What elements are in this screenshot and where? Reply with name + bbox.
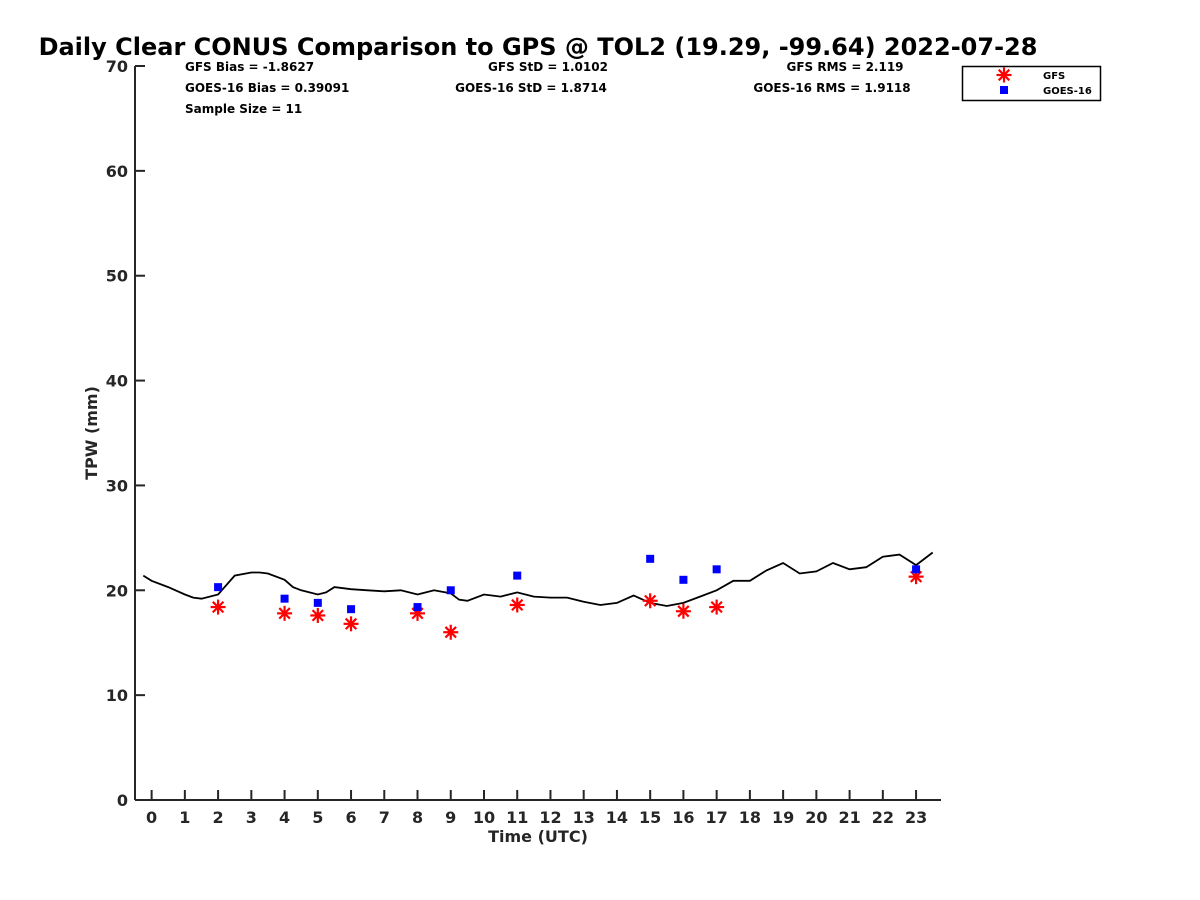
x-tick-label: 10 xyxy=(473,808,495,827)
y-tick-label: 10 xyxy=(106,686,128,705)
legend-box xyxy=(961,65,1102,102)
y-tick-label: 20 xyxy=(106,581,128,600)
x-tick-label: 15 xyxy=(639,808,661,827)
x-tick-label: 18 xyxy=(739,808,761,827)
gfs-bias-stat: GFS Bias = -1.8627 xyxy=(185,60,314,74)
goes16-point xyxy=(280,594,289,603)
legend-marker-gfs xyxy=(996,67,1012,83)
x-tick-label: 12 xyxy=(539,808,561,827)
x-axis-label: Time (UTC) xyxy=(488,827,588,846)
x-tick-label: 0 xyxy=(146,808,157,827)
goes16-point xyxy=(446,586,455,595)
x-tick-label: 2 xyxy=(213,808,224,827)
x-tick-label: 23 xyxy=(905,808,927,827)
gfs-std-stat: GFS StD = 1.0102 xyxy=(488,60,608,74)
x-tick-label: 11 xyxy=(506,808,528,827)
goes16-point xyxy=(513,571,522,580)
x-tick-label: 5 xyxy=(312,808,323,827)
goes16-point xyxy=(347,605,356,614)
gfs-rms-stat: GFS RMS = 2.119 xyxy=(786,60,903,74)
gfs-point xyxy=(675,603,691,619)
x-tick-label: 13 xyxy=(573,808,595,827)
x-tick-label: 16 xyxy=(672,808,694,827)
gps-series-line xyxy=(142,551,934,607)
gfs-point xyxy=(343,616,359,632)
gfs-point xyxy=(277,605,293,621)
y-tick-label: 60 xyxy=(106,162,128,181)
x-tick-label: 3 xyxy=(246,808,257,827)
x-tick-label: 20 xyxy=(805,808,827,827)
goes-std-stat: GOES-16 StD = 1.8714 xyxy=(455,81,607,95)
y-axis: 0 10 20 30 40 50 60 70 xyxy=(106,57,145,810)
y-tick-label: 30 xyxy=(106,476,128,495)
x-tick-label: 22 xyxy=(872,808,894,827)
chart-title: Daily Clear CONUS Comparison to GPS @ TO… xyxy=(39,33,1038,61)
gfs-point xyxy=(310,607,326,623)
gfs-point xyxy=(642,593,658,609)
y-tick-label: 50 xyxy=(106,267,128,286)
gfs-point xyxy=(443,624,459,640)
x-tick-label: 9 xyxy=(445,808,456,827)
x-tick-label: 19 xyxy=(772,808,794,827)
gfs-point xyxy=(709,599,725,615)
goes16-point xyxy=(679,575,688,584)
y-tick-label: 70 xyxy=(106,57,128,76)
legend-label-goes16: GOES-16 xyxy=(1043,86,1092,97)
gfs-point xyxy=(509,597,525,613)
legend: GFS GOES-16 xyxy=(961,65,1102,102)
x-tick-label: 7 xyxy=(379,808,390,827)
x-tick-label: 4 xyxy=(279,808,290,827)
gfs-point xyxy=(210,599,226,615)
goes16-point xyxy=(413,603,422,612)
goes16-point xyxy=(313,598,322,607)
x-tick-label: 14 xyxy=(606,808,628,827)
x-axis: 0 1 2 3 4 5 6 7 8 9 10 11 12 13 14 15 16 17 18 19 20 21 22 23 xyxy=(135,790,941,827)
y-tick-label: 40 xyxy=(106,372,128,391)
x-tick-label: 17 xyxy=(706,808,728,827)
x-tick-label: 8 xyxy=(412,808,423,827)
plot-area xyxy=(142,551,934,640)
goes16-point xyxy=(646,554,655,563)
goes-rms-stat: GOES-16 RMS = 1.9118 xyxy=(753,81,910,95)
x-tick-label: 1 xyxy=(179,808,190,827)
legend-marker-goes16 xyxy=(1000,86,1008,94)
goes16-point xyxy=(712,565,721,574)
goes16-point xyxy=(214,583,223,592)
sample-size-stat: Sample Size = 11 xyxy=(185,102,302,116)
x-tick-label: 21 xyxy=(838,808,860,827)
legend-label-gfs: GFS xyxy=(1043,71,1065,82)
goes16-point xyxy=(912,565,921,574)
y-tick-label: 0 xyxy=(117,791,128,810)
x-tick-label: 6 xyxy=(345,808,356,827)
goes-bias-stat: GOES-16 Bias = 0.39091 xyxy=(185,81,349,95)
y-axis-label: TPW (mm) xyxy=(82,386,101,480)
